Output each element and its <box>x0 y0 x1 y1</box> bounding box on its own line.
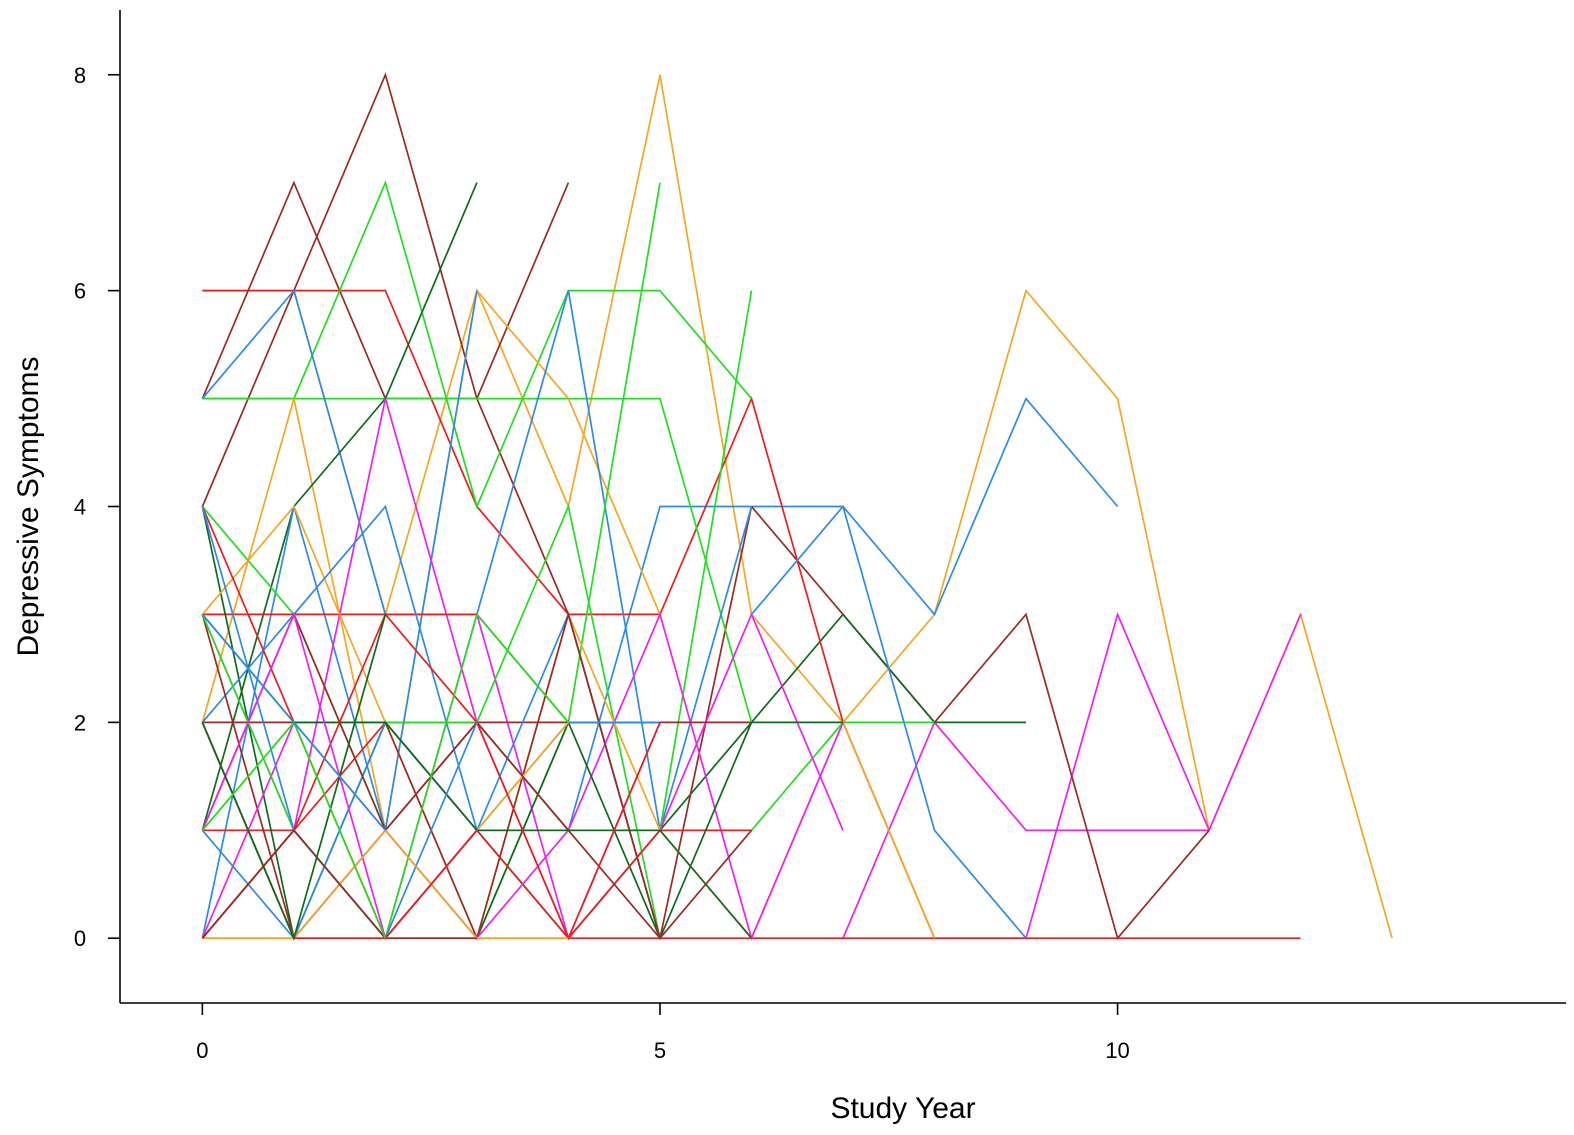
x-tick-label: 5 <box>654 1038 666 1063</box>
ticks-layer: 0 2 4 6 8 0 5 10 <box>74 63 1130 1063</box>
series-line-8 <box>660 721 935 832</box>
y-tick-label: 0 <box>74 926 86 951</box>
y-tick-label: 4 <box>74 495 86 520</box>
series-line-42 <box>201 612 570 940</box>
y-tick-label: 2 <box>74 710 86 735</box>
series-line-15 <box>202 397 753 723</box>
series-line-5 <box>750 505 1210 940</box>
series-line-48 <box>201 614 387 941</box>
x-tick-label: 10 <box>1105 1038 1129 1063</box>
series-line-7 <box>659 613 1026 831</box>
series-line-3 <box>842 614 1302 939</box>
series-line-46 <box>201 828 477 940</box>
series-line-50 <box>201 613 387 831</box>
y-tick-label: 8 <box>74 63 86 88</box>
series-line-11 <box>750 720 936 939</box>
series-line-14 <box>202 180 753 510</box>
series-line-17 <box>201 288 753 831</box>
y-tick-label: 6 <box>74 279 86 304</box>
series-line-23 <box>293 611 844 940</box>
x-tick-label: 0 <box>196 1038 208 1063</box>
series-line-19 <box>476 182 661 939</box>
series-line-45 <box>202 828 569 940</box>
series-line-33 <box>201 828 570 940</box>
series-line-10 <box>750 504 1027 939</box>
x-axis-title: Study Year <box>830 1092 975 1125</box>
series-layer <box>201 72 1393 941</box>
y-axis-title: Depressive Symptoms <box>12 356 45 656</box>
